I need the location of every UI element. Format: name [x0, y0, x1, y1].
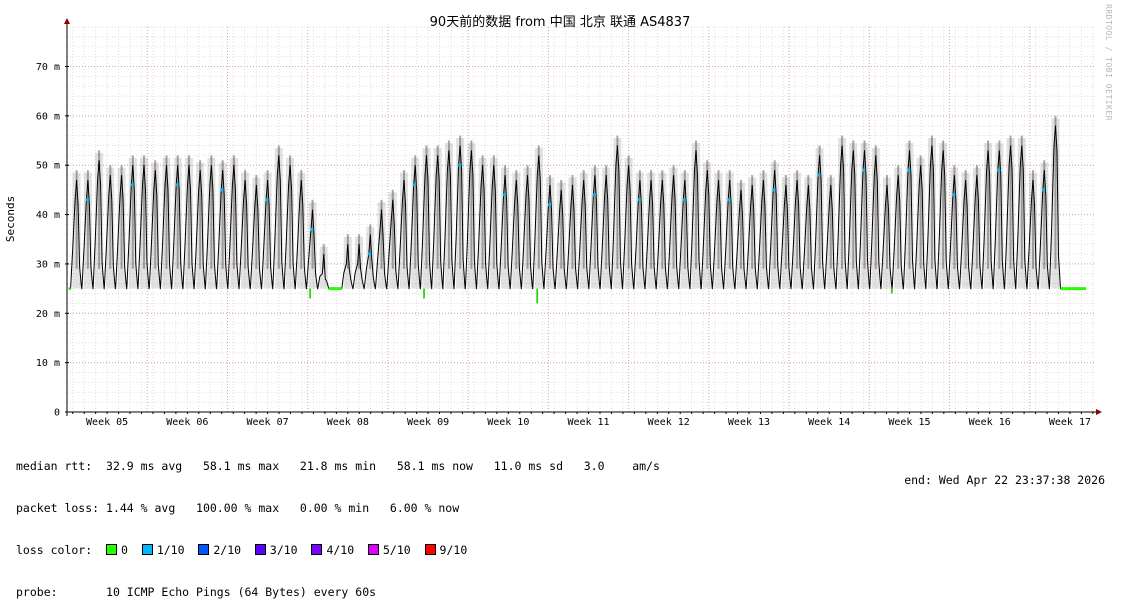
y-tick-label: 30 m — [36, 259, 60, 270]
chart-title: 90天前的数据 from 中国 北京 联通 AS4837 — [430, 14, 691, 30]
loss-marker — [413, 183, 417, 187]
loss-marker — [772, 188, 776, 192]
y-tick-label: 60 m — [36, 111, 60, 122]
packet-loss-label: packet loss: — [16, 501, 100, 515]
x-tick-label: Week 07 — [247, 417, 289, 428]
loss-marker — [1042, 188, 1046, 192]
loss-color-swatch — [141, 544, 153, 555]
packet-loss-values: 1.44 % avg 100.00 % max 0.00 % min 6.00 … — [106, 501, 460, 515]
loss-marker — [862, 168, 866, 172]
loss-color-label-item: 2/10 — [213, 543, 255, 557]
y-tick-label: 10 m — [36, 358, 60, 369]
legend: median rtt: 32.9 ms avg 58.1 ms max 21.8… — [16, 431, 660, 613]
x-tick-label: Week 16 — [969, 417, 1011, 428]
x-tick-label: Week 06 — [166, 417, 208, 428]
x-tick-labels: Week 05 Week 06 Week 07 Week 08 Week 09 Week … — [86, 417, 1091, 428]
loss-color-label-item: 4/10 — [326, 543, 368, 557]
x-tick-label: Week 09 — [407, 417, 449, 428]
loss-color-label-item: 3/10 — [269, 543, 312, 557]
loss-marker — [592, 193, 596, 197]
y-tick-label: 0 — [54, 408, 60, 419]
x-axis-arrow — [1096, 409, 1102, 415]
loss-color-swatch — [368, 544, 379, 555]
y-axis-label: Seconds — [4, 196, 17, 242]
y-axis-arrow — [64, 18, 70, 24]
loss-color-label-item: 1/10 — [156, 543, 199, 557]
median-rtt-label: median rtt: — [16, 459, 93, 473]
loss-marker — [220, 188, 224, 192]
x-tick-label: Week 14 — [808, 417, 850, 428]
median-rtt-line — [68, 125, 1086, 290]
loss-marker — [727, 198, 731, 202]
loss-color-label-item: 5/10 — [383, 543, 425, 557]
loss-color-label-item: 0 — [121, 543, 142, 557]
loss-marker — [310, 227, 314, 231]
x-tick-label: Week 05 — [86, 417, 128, 428]
loss-marker — [130, 183, 134, 187]
x-tick-label: Week 12 — [648, 417, 690, 428]
loss-color-swatch — [198, 544, 210, 555]
probe-value: 10 ICMP Echo Pings (64 Bytes) every 60s — [106, 585, 377, 599]
y-tick-label: 50 m — [36, 161, 60, 172]
loss-marker — [68, 287, 71, 291]
median-rtt-values: 32.9 ms avg 58.1 ms max 21.8 ms min 58.1… — [106, 459, 660, 473]
loss-color-label-item: 9/10 — [439, 543, 482, 557]
loss-marker — [85, 198, 89, 202]
y-tick-label: 40 m — [36, 210, 60, 221]
loss-marker — [952, 193, 956, 197]
loss-marker — [175, 183, 179, 187]
loss-marker — [548, 203, 552, 207]
loss-color-label: loss color: — [16, 543, 93, 557]
probe-label: probe: — [16, 585, 58, 599]
loss-marker — [907, 168, 911, 172]
y-tick-label: 70 m — [36, 62, 60, 73]
loss-color-swatches: 0 1/10 2/10 3/10 4/10 5/10 9/10 — [106, 543, 481, 557]
loss-marker — [817, 173, 821, 177]
loss-color-swatch — [424, 544, 436, 555]
x-tick-label: Week 10 — [487, 417, 529, 428]
axes — [64, 18, 1102, 416]
loss-marker — [997, 168, 1001, 172]
loss-marker — [503, 193, 507, 197]
loss-marker — [682, 198, 686, 202]
y-tick-labels: 0 10 m 20 m 30 m 40 m 50 m 60 m 70 m — [36, 62, 60, 419]
loss-color-markers — [68, 163, 1086, 304]
loss-color-swatch — [311, 544, 323, 555]
x-tick-label: Week 17 — [1049, 417, 1091, 428]
loss-marker — [637, 198, 641, 202]
latency-chart: 010 m20 m30 m40 m50 m60 m70 m Week 05 Wee… — [4, 14, 1102, 428]
loss-marker — [368, 252, 372, 256]
rrdtool-credit: RRDTOOL / TOBI OETIKER — [1104, 4, 1113, 121]
x-tick-label: Week 08 — [327, 417, 369, 428]
packet-loss-row: packet loss: 1.44 % avg 100.00 % max 0.0… — [16, 501, 660, 515]
median-rtt-row: median rtt: 32.9 ms avg 58.1 ms max 21.8… — [16, 459, 660, 473]
end-timestamp: end: Wed Apr 22 23:37:38 2026 — [904, 473, 1105, 487]
loss-marker — [458, 163, 462, 167]
y-tick-label: 20 m — [36, 309, 60, 320]
probe-row: probe: 10 ICMP Echo Pings (64 Bytes) eve… — [16, 585, 660, 599]
loss-marker — [265, 198, 269, 202]
loss-color-swatch — [106, 544, 118, 555]
x-tick-label: Week 13 — [728, 417, 770, 428]
x-tick-label: Week 11 — [567, 417, 609, 428]
loss-color-swatch — [254, 544, 266, 555]
x-tick-label: Week 15 — [888, 417, 930, 428]
loss-color-row: loss color: 0 1/10 2/10 3/10 4/10 5/10 9… — [16, 543, 660, 557]
